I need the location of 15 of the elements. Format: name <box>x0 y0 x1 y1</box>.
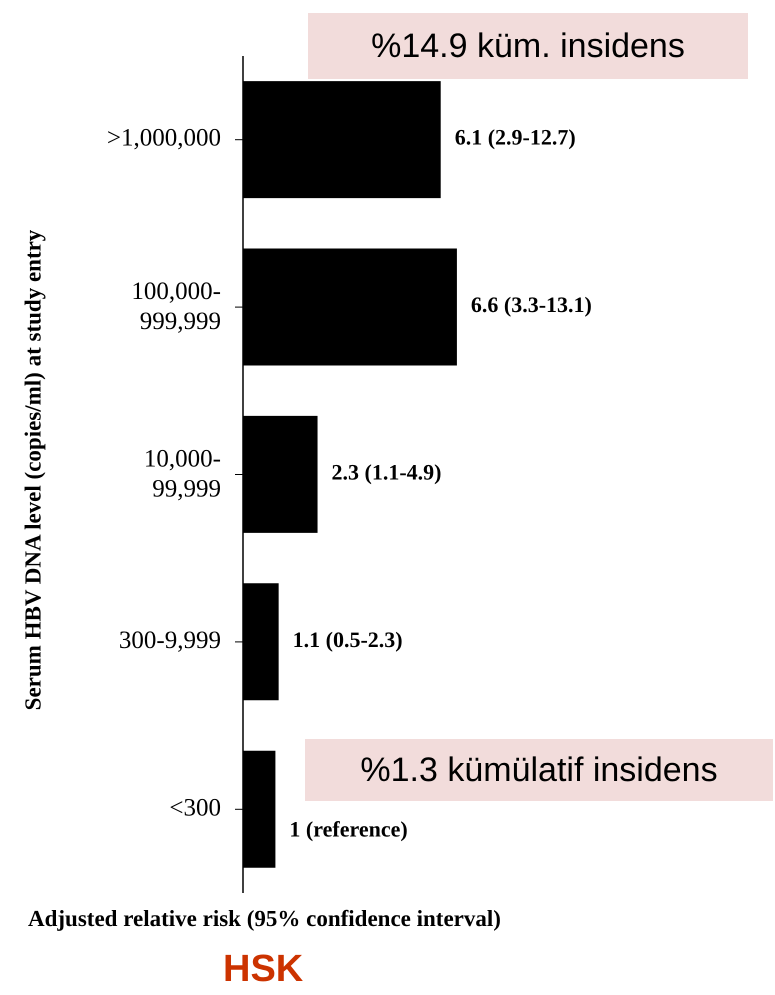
x-axis-title: Adjusted relative risk (95% confidence interval) <box>28 906 501 932</box>
y-tick-label: <300 <box>169 794 221 822</box>
text: HSK <box>223 948 304 991</box>
y-tick-label: >1,000,000 <box>106 124 221 152</box>
data-label: 6.6 (3.3-13.1) <box>470 292 592 318</box>
y-tick-label: 10,000-99,999 <box>144 445 221 502</box>
y-axis-title: Serum HBV DNA level (copies/ml) at study entry <box>20 229 46 710</box>
y-tick-label: 300-9,999 <box>118 626 221 654</box>
callout-box: %1.3 kümülatif insidens <box>305 739 773 801</box>
data-label: 1 (reference) <box>289 816 408 842</box>
y-tick-label: 100,000-999,999 <box>131 278 221 335</box>
data-label: 6.1 (2.9-12.7) <box>454 124 576 150</box>
callout-box: %14.9 küm. insidens <box>308 13 748 79</box>
data-label: 1.1 (0.5-2.3) <box>292 626 403 652</box>
data-label: 2.3 (1.1-4.9) <box>332 459 442 484</box>
